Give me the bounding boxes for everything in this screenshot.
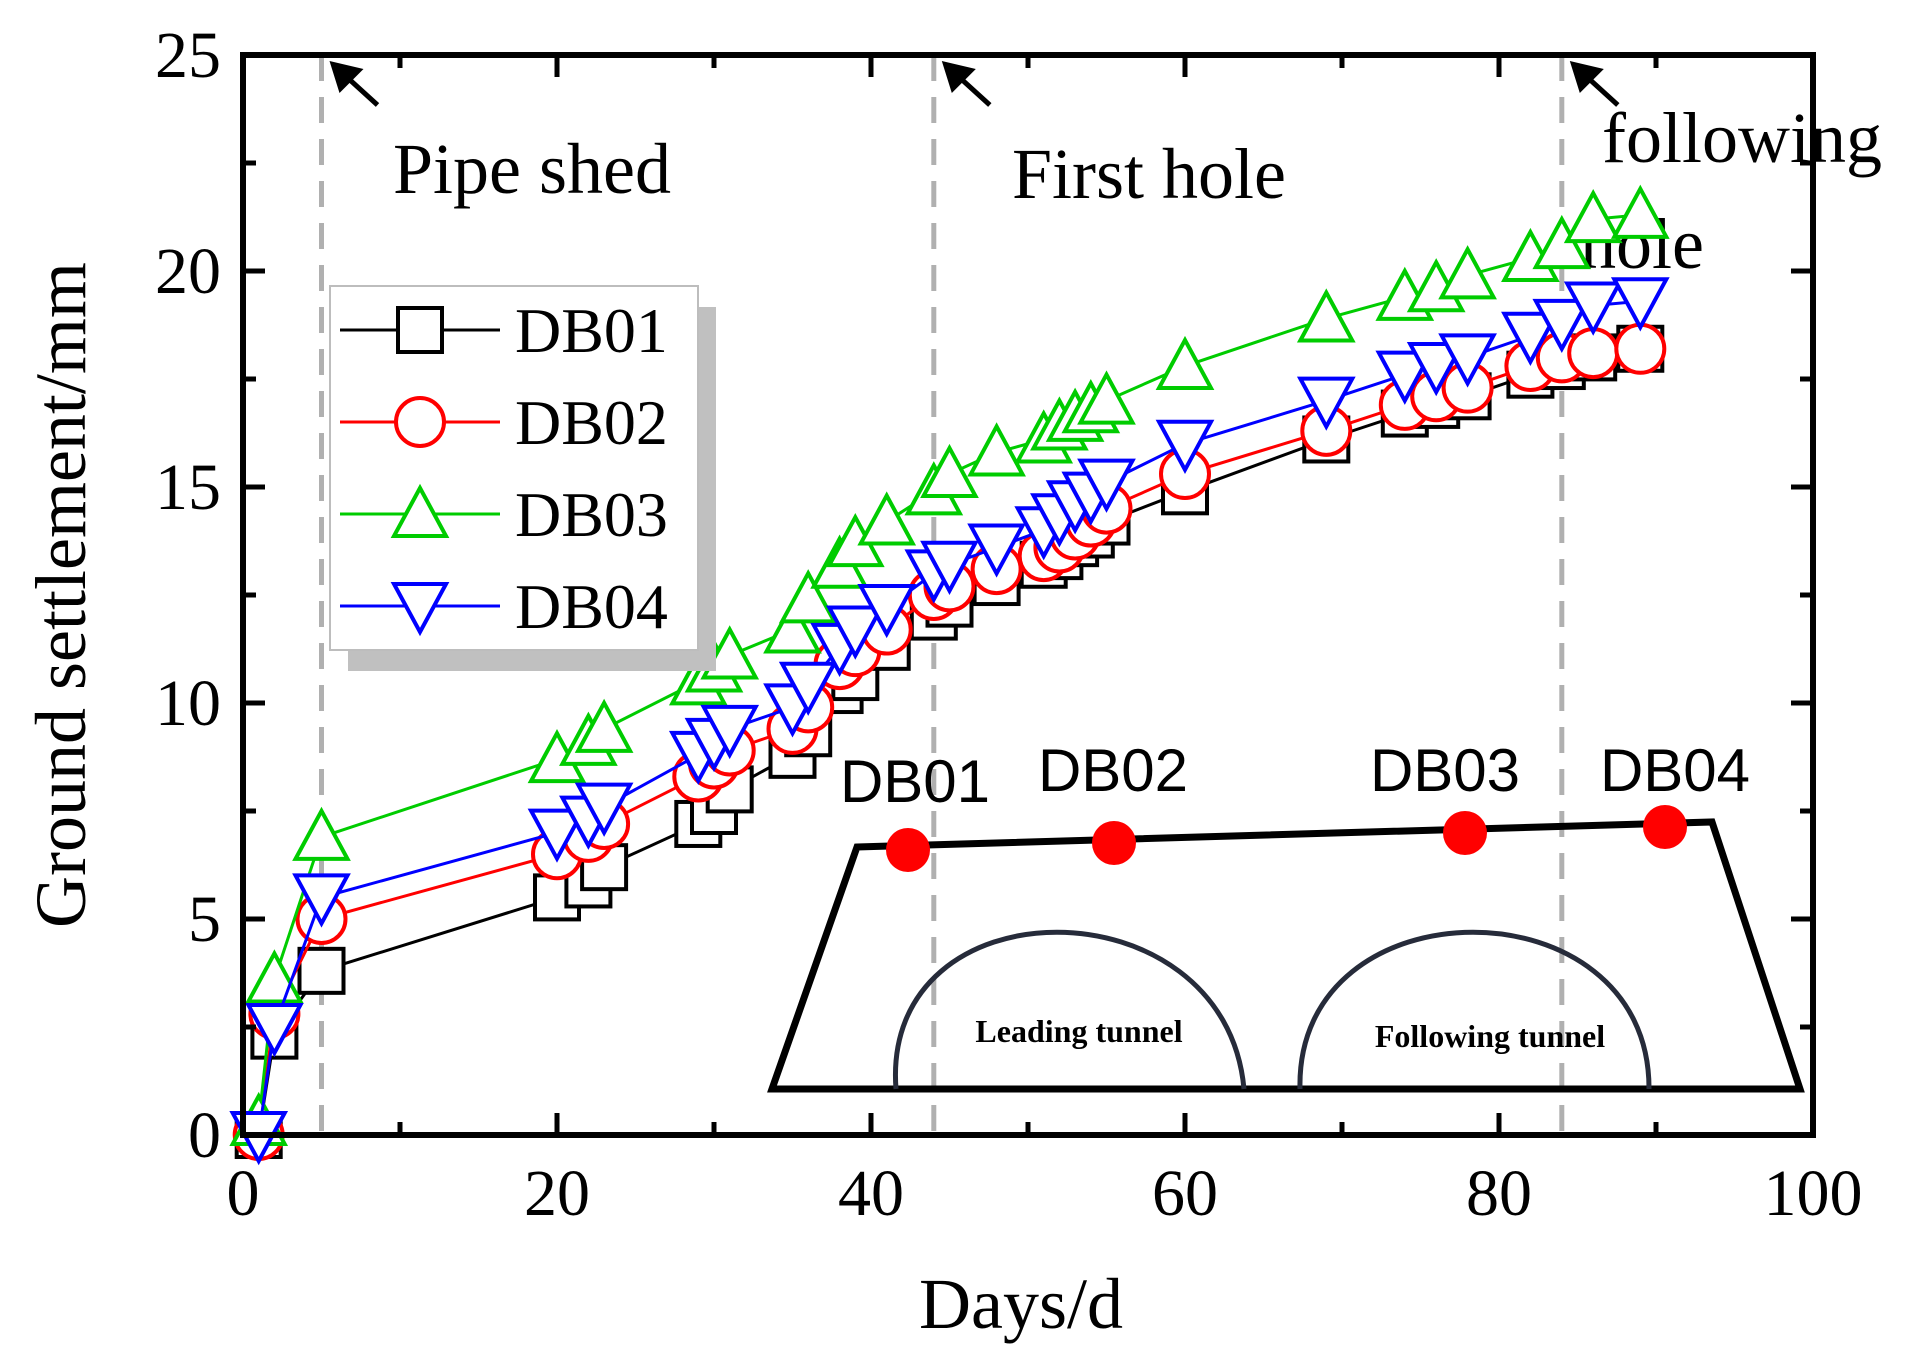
x-tick-label: 40 [838, 1157, 904, 1230]
annotation-pipe-shed: Pipe shed [393, 129, 671, 209]
data-point-db04 [574, 782, 634, 837]
data-point-db04 [245, 1003, 304, 1058]
following-tunnel-label: Following tunnel [1375, 1018, 1605, 1054]
series-layer [229, 184, 1670, 1166]
gauge-label-db01: DB01 [840, 748, 990, 815]
data-point-db04 [1406, 342, 1466, 397]
data-point-db04 [857, 583, 917, 639]
x-axis-title: Days/d [919, 1264, 1123, 1344]
data-point-db01 [297, 946, 346, 995]
data-point-db04 [1532, 298, 1592, 354]
x-tick-label: 20 [524, 1157, 590, 1230]
series-db03 [229, 184, 1670, 1147]
data-point-db04 [1375, 350, 1435, 405]
gauge-point-db04 [1643, 805, 1687, 849]
data-point-db03 [1438, 245, 1497, 300]
phase-arrow-head [329, 61, 364, 93]
legend-marker-db01 [396, 306, 444, 354]
y-tick-label: 15 [155, 451, 221, 524]
data-point-db04 [1155, 419, 1215, 474]
legend-items: DB01 DB02 DB03 DB04 [340, 295, 668, 642]
legend-label-db02: DB02 [515, 387, 668, 458]
gauge-label-db02: DB02 [1038, 737, 1188, 804]
axis-ticks [240, 52, 1816, 1138]
y-tick-label: 20 [155, 235, 221, 308]
gauge-label-db03: DB03 [1370, 737, 1520, 804]
data-point-db04 [825, 605, 885, 660]
data-point-db03 [920, 443, 979, 499]
data-point-db04 [1501, 311, 1560, 366]
x-tick-labels: 0 20 40 60 80 100 [227, 1157, 1863, 1230]
gauge-point-db03 [1443, 811, 1487, 855]
data-point-db03 [1077, 370, 1136, 425]
gauge-point-db02 [1092, 821, 1136, 865]
data-point-db04 [920, 540, 979, 595]
legend-marker-db02 [394, 396, 446, 448]
x-tick-label: 100 [1764, 1157, 1863, 1230]
following-tunnel-arch [1297, 929, 1652, 1090]
gauge-label-db04: DB04 [1600, 737, 1750, 804]
leading-tunnel-arch [893, 929, 1247, 1090]
data-point-db04 [1077, 458, 1136, 513]
legend-label-db03: DB03 [515, 479, 668, 550]
annotation-first-hole: First hole [1012, 134, 1286, 214]
annotation-following-hole-line1: following [1602, 98, 1882, 178]
x-tick-label: 60 [1152, 1157, 1218, 1230]
data-point-db04 [700, 704, 760, 760]
data-point-db03 [1296, 288, 1356, 343]
data-point-db03 [1610, 184, 1670, 239]
data-point-db03 [292, 806, 351, 861]
data-point-db03 [1155, 335, 1215, 391]
data-point-db04 [1610, 277, 1670, 332]
data-point-db03 [778, 569, 838, 624]
y-tick-label: 5 [188, 883, 221, 956]
inset-section-diagram: Leading tunnel Following tunnel DB01 DB0… [767, 737, 1805, 1093]
legend: DB01 DB02 DB03 DB04 [329, 285, 716, 671]
data-point-db03 [574, 698, 634, 753]
y-tick-label: 10 [155, 667, 221, 740]
data-point-db03 [700, 625, 760, 680]
data-point-db03 [857, 491, 917, 546]
legend-label-db04: DB04 [515, 571, 668, 642]
data-point-db02 [1614, 322, 1667, 375]
data-point-db03 [763, 599, 822, 654]
data-point-db04 [778, 661, 838, 716]
y-tick-labels: 0 5 10 15 20 25 [155, 19, 221, 1172]
y-tick-label: 25 [155, 19, 221, 92]
data-point-db04 [1296, 376, 1356, 431]
legend-marker-db03 [390, 483, 450, 538]
phase-arrow-head [941, 61, 976, 93]
data-point-db04 [1438, 333, 1497, 388]
data-point-db04 [1563, 281, 1623, 336]
legend-label-db01: DB01 [515, 295, 668, 366]
inset-ground-outline [767, 818, 1805, 1093]
y-tick-label: 0 [188, 1099, 221, 1172]
data-point-db02 [1567, 327, 1620, 380]
y-axis-title: Ground settlement/mm [21, 262, 101, 928]
data-point-db04 [292, 873, 351, 928]
x-tick-label: 80 [1466, 1157, 1532, 1230]
data-point-db04 [527, 808, 587, 863]
phase-arrow-head [1569, 61, 1604, 93]
x-tick-label: 0 [227, 1157, 260, 1230]
legend-box [329, 285, 699, 651]
data-point-db03 [1563, 188, 1623, 244]
leading-tunnel-label: Leading tunnel [975, 1013, 1182, 1049]
data-point-db03 [967, 422, 1026, 477]
gauge-point-db01 [886, 828, 930, 872]
data-point-db04 [967, 523, 1026, 578]
legend-marker-db04 [390, 582, 450, 637]
